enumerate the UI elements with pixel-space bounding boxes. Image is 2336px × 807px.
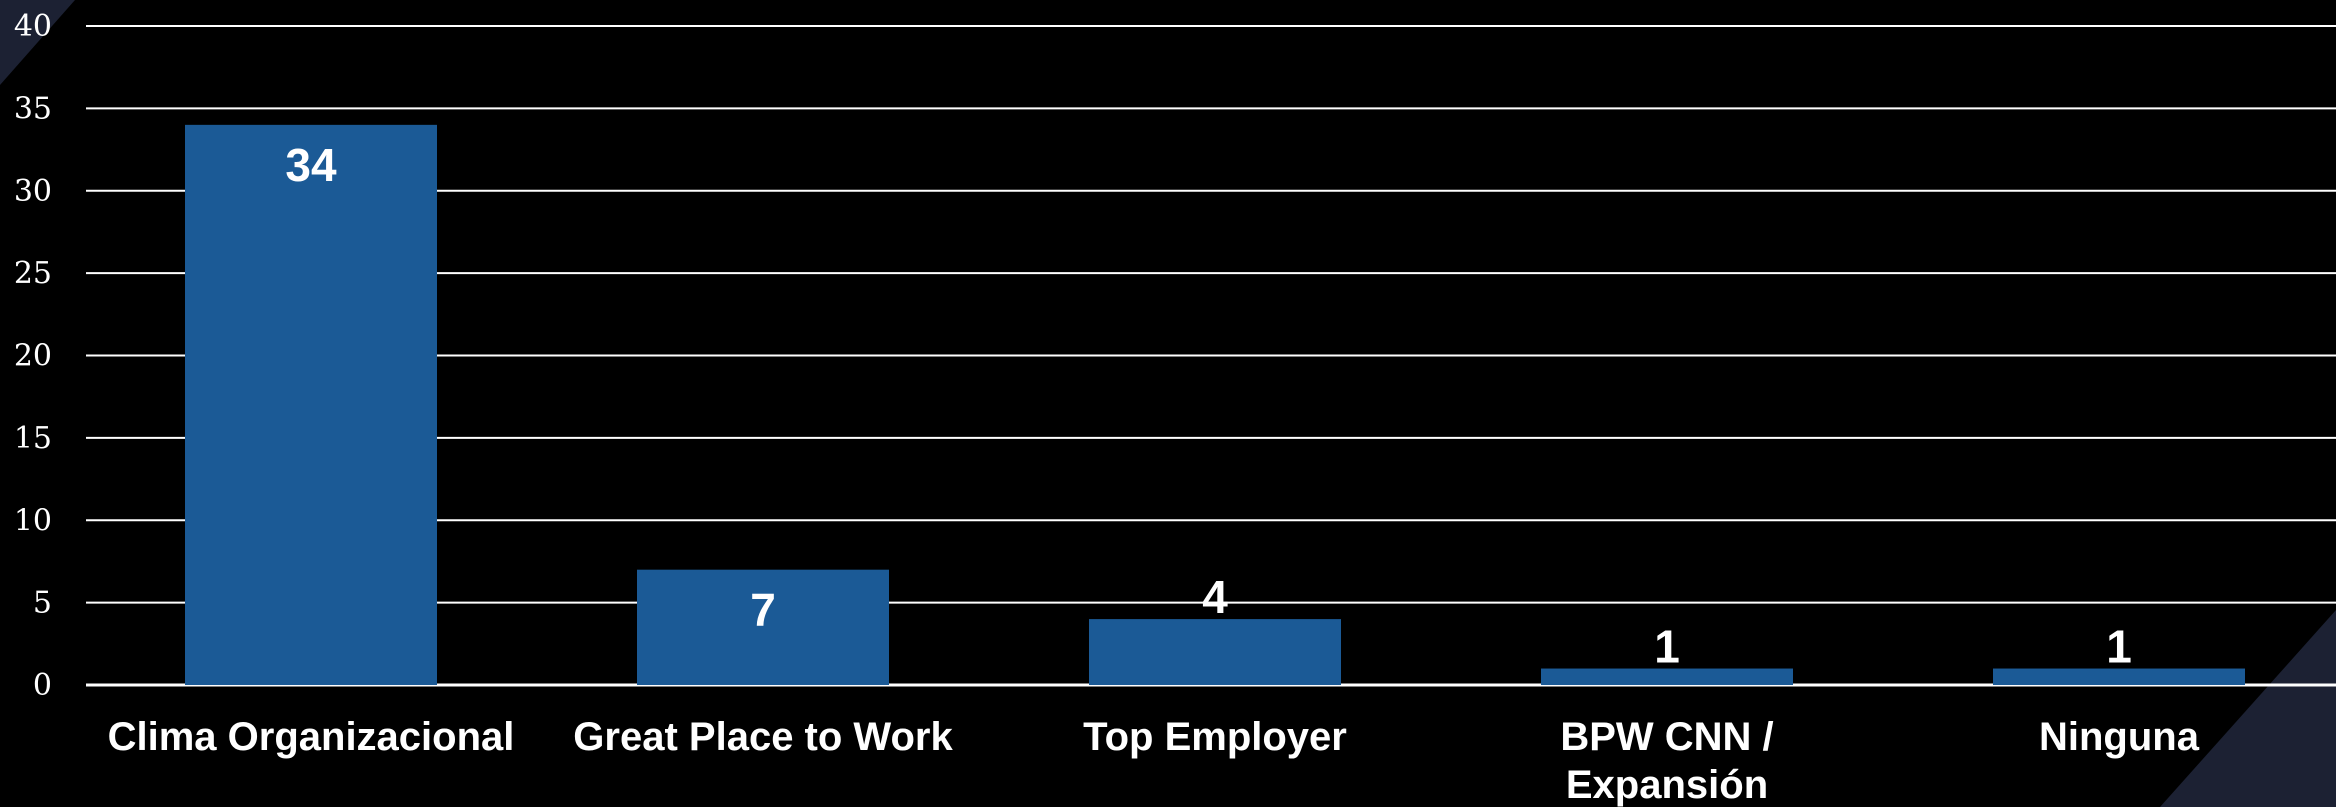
bar [1089, 619, 1341, 685]
y-tick-label: 20 [14, 339, 52, 374]
category-label: Ninguna [2039, 715, 2200, 759]
category-label: Great Place to Work [573, 715, 953, 759]
data-label: 7 [750, 584, 776, 636]
y-tick-label: 25 [14, 256, 52, 291]
y-tick-label: 40 [14, 9, 52, 44]
x-axis-categories: Clima Organizacional Great Place to Work T… [108, 715, 2200, 807]
category-label: Clima Organizacional [108, 715, 515, 759]
bar [1541, 668, 1793, 685]
y-tick-label: 35 [14, 91, 52, 126]
data-label: 1 [2106, 621, 2132, 673]
bar [637, 569, 889, 685]
data-label: 4 [1202, 571, 1228, 623]
y-tick-label: 10 [14, 503, 52, 538]
category-label: Top Employer [1083, 715, 1347, 759]
corner-accent-top-left [0, 0, 75, 85]
data-label: 34 [285, 139, 337, 191]
bar [1993, 668, 2245, 685]
bar [185, 124, 437, 686]
y-tick-label: 0 [33, 668, 52, 703]
y-tick-label: 30 [14, 174, 52, 209]
y-tick-label: 15 [14, 421, 52, 456]
y-axis-ticks: 0 5 10 15 20 25 30 35 40 [14, 9, 52, 703]
bars [185, 124, 2245, 686]
corner-accent-bottom-right [2160, 610, 2336, 807]
y-tick-label: 5 [33, 586, 52, 621]
gridlines [86, 25, 2336, 687]
category-label: BPW CNN / Expansión [1560, 715, 1773, 807]
data-labels: 34 7 4 1 1 [285, 139, 2131, 673]
data-label: 1 [1654, 621, 1680, 673]
